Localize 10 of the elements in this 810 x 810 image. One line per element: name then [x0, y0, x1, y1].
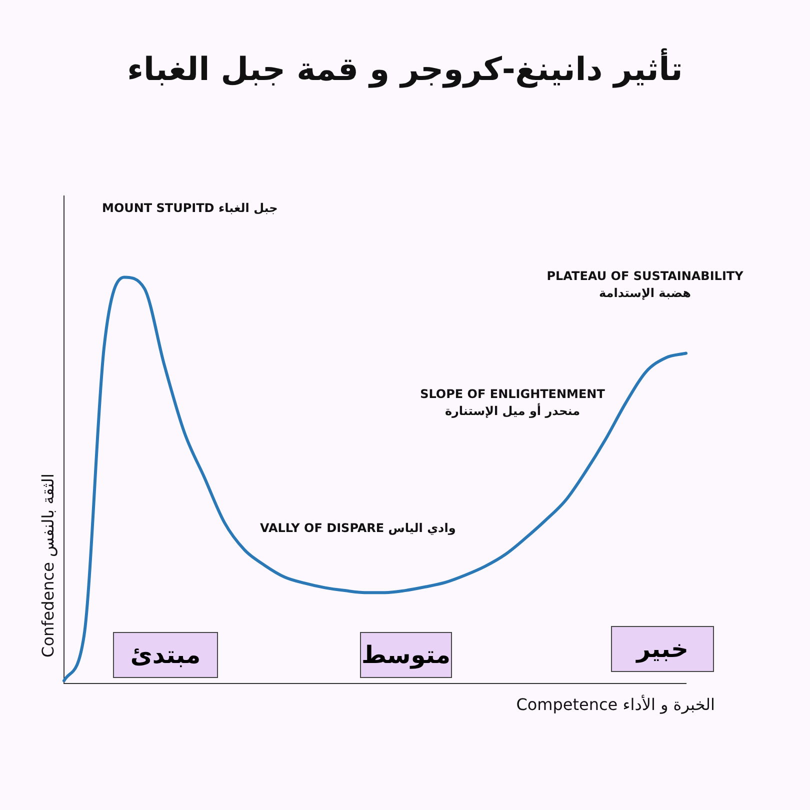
chart-title: تأثير دانينغ-كروجر و قمة جبل الغباء: [126, 50, 684, 88]
annotation: متوسط: [360, 632, 452, 678]
text: جبل الغباء MOUNT STUPITD: [102, 200, 278, 217]
annotation: SLOPE OF ENLIGHTENMENT منحدر أو ميل الإستنارة: [419, 386, 606, 420]
y-axis-title: الثقة بالنفس Confedence: [38, 472, 58, 660]
annotation: وادي الياس VALLY OF DISPARE: [260, 520, 456, 537]
annotation: PLATEAU OF SUSTAINABILITY هضبة الإستدامة: [546, 268, 744, 302]
annotation: خبير: [611, 626, 714, 672]
annotation: مبتدئ: [113, 632, 218, 678]
x-axis-title: الخبرة و الأداء Competence: [516, 695, 715, 714]
